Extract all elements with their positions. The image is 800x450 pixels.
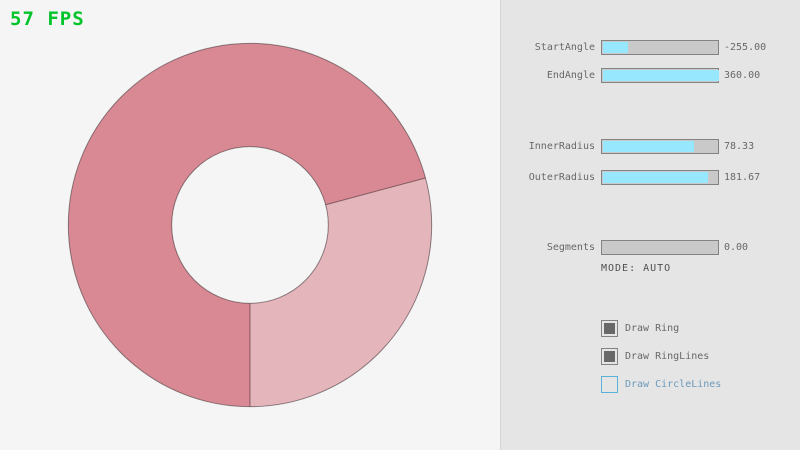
slider-row-end-angle: EndAngle 360.00	[501, 68, 800, 83]
draw-ring-checkbox[interactable]	[601, 320, 618, 337]
draw-ring-checkbox-row: Draw Ring	[601, 320, 679, 337]
inner-radius-label: InnerRadius	[528, 141, 595, 152]
draw-circlelines-checkbox[interactable]	[601, 376, 618, 393]
end-angle-slider[interactable]	[601, 68, 719, 83]
draw-ringlines-checkbox[interactable]	[601, 348, 618, 365]
control-panel: StartAngle -255.00 EndAngle 360.00 Inner…	[500, 0, 800, 450]
segments-slider[interactable]	[601, 240, 719, 255]
end-angle-slider-fill	[603, 70, 719, 81]
outer-radius-slider-fill	[603, 172, 709, 183]
draw-circlelines-checkbox-row: Draw CircleLines	[601, 376, 721, 393]
check-mark-icon	[604, 351, 615, 362]
draw-ringlines-label: Draw RingLines	[625, 351, 710, 362]
end-angle-label: EndAngle	[546, 70, 595, 81]
segments-label: Segments	[546, 242, 595, 253]
inner-radius-slider[interactable]	[601, 139, 719, 154]
slider-row-segments: Segments 0.00	[501, 240, 800, 255]
start-angle-slider-fill	[603, 42, 629, 53]
start-angle-label: StartAngle	[534, 42, 595, 53]
slider-row-inner-radius: InnerRadius 78.33	[501, 139, 800, 154]
start-angle-slider[interactable]	[601, 40, 719, 55]
mode-label: MODE: AUTO	[601, 263, 672, 274]
end-angle-value: 360.00	[724, 70, 761, 81]
inner-radius-slider-fill	[603, 141, 694, 152]
segments-value: 0.00	[724, 242, 749, 253]
check-mark-icon	[604, 323, 615, 334]
draw-ring-label: Draw Ring	[625, 323, 680, 334]
draw-ringlines-checkbox-row: Draw RingLines	[601, 348, 709, 365]
outer-radius-value: 181.67	[724, 172, 761, 183]
fps-counter: 57 FPS	[10, 8, 85, 30]
outer-radius-label: OuterRadius	[528, 172, 595, 183]
draw-circlelines-label: Draw CircleLines	[625, 379, 722, 390]
slider-row-start-angle: StartAngle -255.00	[501, 40, 800, 55]
inner-radius-value: 78.33	[724, 141, 755, 152]
start-angle-value: -255.00	[724, 42, 767, 53]
slider-row-outer-radius: OuterRadius 181.67	[501, 170, 800, 185]
outer-radius-slider[interactable]	[601, 170, 719, 185]
